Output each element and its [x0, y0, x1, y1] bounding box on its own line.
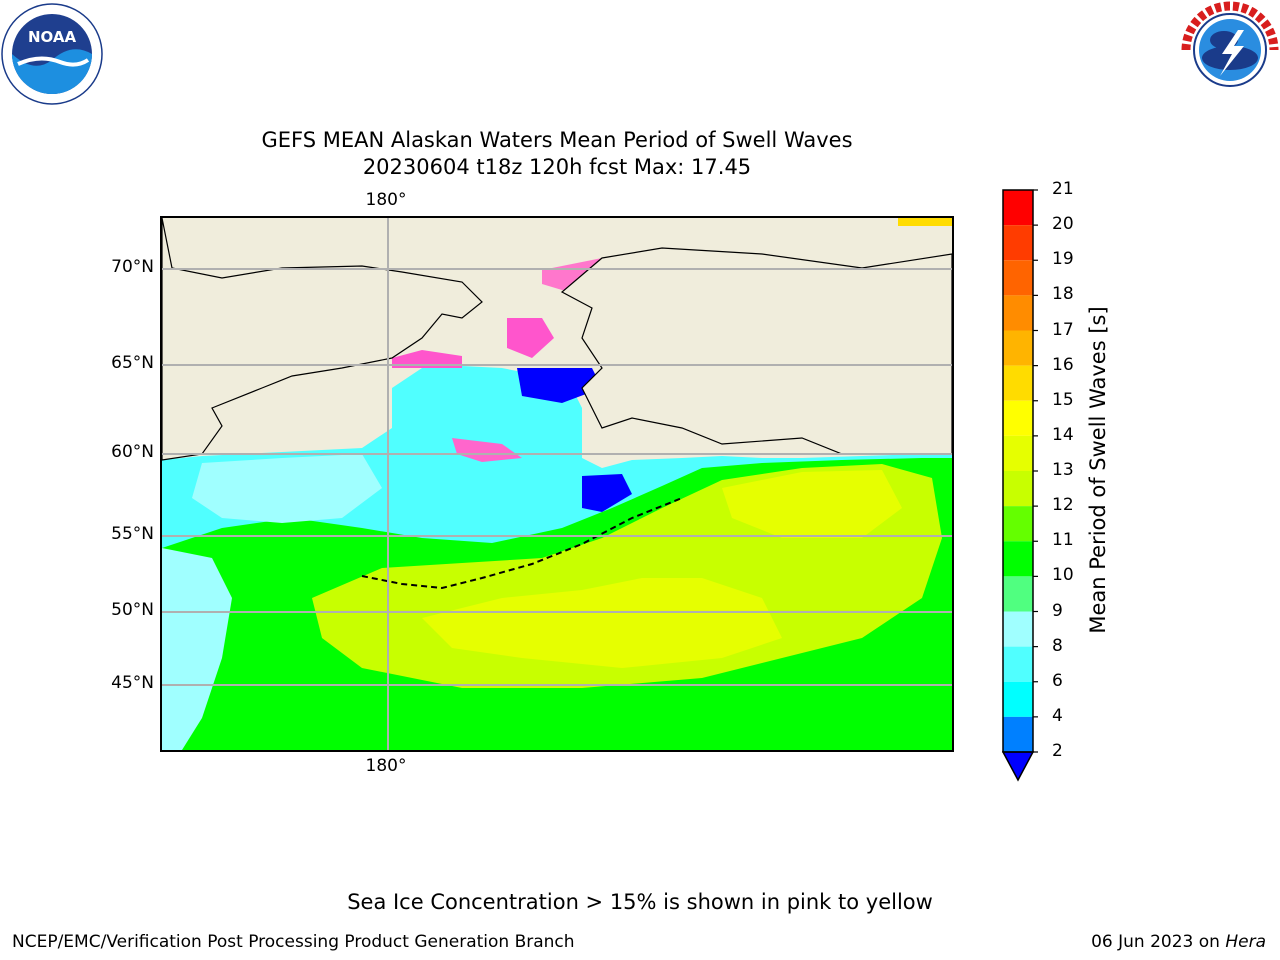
- colorbar-segment: [1003, 541, 1033, 577]
- sea-ice-footnote: Sea Ice Concentration > 15% is shown in …: [347, 890, 933, 914]
- lat-label-45: 45°N: [111, 673, 154, 693]
- lat-label-70: 70°N: [111, 257, 154, 277]
- footer-host: Hera: [1225, 932, 1266, 952]
- colorbar-segment: [1003, 646, 1033, 682]
- bering-lightcyan: [192, 454, 382, 523]
- colorbar-tick-label: 15: [1052, 389, 1074, 410]
- map-canvas: [162, 218, 952, 750]
- colorbar-segment: [1003, 506, 1033, 542]
- colorbar-segment: [1003, 400, 1033, 436]
- colorbar-tick-label: 20: [1052, 214, 1074, 235]
- footer-credit: NCEP/EMC/Verification Post Processing Pr…: [12, 932, 575, 952]
- colorbar-segment: [1003, 295, 1033, 331]
- bristol-bay-blue: [582, 474, 632, 512]
- colorbar-tick-label: 13: [1052, 460, 1074, 480]
- colorbar-segment: [1003, 260, 1033, 296]
- colorbar-tick-label: 17: [1052, 319, 1074, 340]
- colorbar-tick-label: 10: [1052, 565, 1074, 586]
- colorbar: [1001, 188, 1042, 792]
- ice-edge-pink-2: [452, 438, 522, 462]
- colorbar-segment: [1003, 190, 1033, 226]
- colorbar-segment: [1003, 681, 1033, 717]
- footer-date-text: 06 Jun 2023 on: [1091, 932, 1226, 952]
- lat-label-50: 50°N: [111, 600, 154, 620]
- noaa-logo: NOAA: [0, 2, 104, 106]
- colorbar-tick-label: 12: [1052, 495, 1074, 516]
- colorbar-tick-label: 18: [1052, 284, 1074, 305]
- colorbar-segment: [1003, 611, 1033, 647]
- ice-edge-pink: [392, 350, 462, 368]
- colorbar-tick-label: 4: [1052, 705, 1063, 726]
- lon-label-bottom: 180°: [365, 756, 407, 776]
- pacific-yellow-core: [422, 578, 782, 668]
- lat-label-55: 55°N: [111, 524, 154, 544]
- colorbar-segment: [1003, 435, 1033, 471]
- colorbar-tick-label: 2: [1052, 741, 1063, 761]
- ice-speck-ne: [898, 218, 952, 226]
- western-lightcyan-band: [162, 548, 232, 750]
- colorbar-tick-label: 19: [1052, 249, 1074, 270]
- colorbar-segment: [1003, 576, 1033, 612]
- noaa-logo-text: NOAA: [28, 28, 77, 46]
- colorbar-tick-label: 16: [1052, 354, 1074, 375]
- map-subtitle: 20230604 t18z 120h fcst Max: 17.45: [362, 155, 752, 179]
- colorbar-tick-label: 9: [1052, 600, 1063, 621]
- alaska-land: [560, 247, 952, 455]
- nws-logo: [1178, 0, 1280, 100]
- graticule: [162, 218, 952, 750]
- colorbar-segment: [1003, 471, 1033, 507]
- colorbar-label: Mean Period of Swell Waves [s]: [1086, 306, 1110, 634]
- colorbar-tick-label: 8: [1052, 635, 1063, 656]
- pacific-yellow-east: [722, 470, 902, 538]
- footer-date: 06 Jun 2023 on Hera: [1091, 932, 1266, 952]
- colorbar-segment: [1003, 225, 1033, 261]
- chukotka-land: [162, 218, 483, 461]
- norton-sound-blue: [517, 368, 602, 403]
- norton-sound-ice: [507, 318, 554, 358]
- lat-label-60: 60°N: [111, 442, 154, 462]
- lon-label-top: 180°: [365, 190, 407, 210]
- lat-label-65: 65°N: [111, 353, 154, 373]
- colorbar-segment: [1003, 365, 1033, 401]
- colorbar-tick-label: 21: [1052, 179, 1074, 199]
- map-plot: [160, 216, 954, 752]
- map-title: GEFS MEAN Alaskan Waters Mean Period of …: [261, 128, 853, 152]
- colorbar-svg: [1001, 189, 1038, 782]
- colorbar-extend-triangle: [1001, 751, 1035, 782]
- colorbar-tick-label: 14: [1052, 424, 1074, 445]
- aleutian-islands: [361, 497, 683, 590]
- colorbar-tick-label: 11: [1052, 530, 1074, 551]
- colorbar-segment: [1003, 330, 1033, 366]
- colorbar-tick-label: 6: [1052, 670, 1063, 691]
- colorbar-segment: [1003, 716, 1033, 752]
